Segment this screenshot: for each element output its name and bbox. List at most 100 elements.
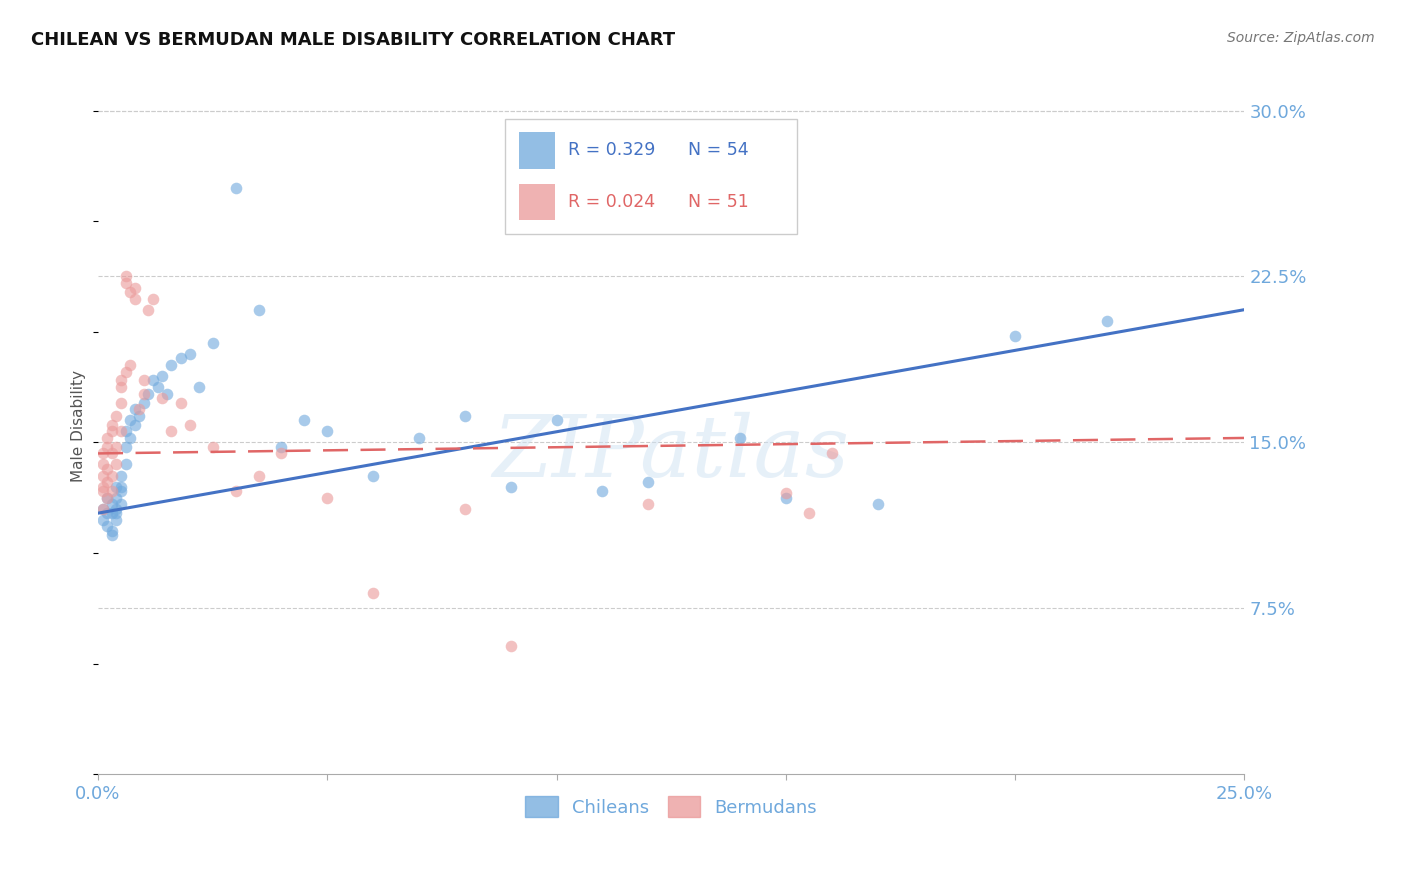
Point — [91, 468, 114, 483]
Point — [637, 475, 659, 490]
Point — [110, 380, 132, 394]
Point — [110, 497, 132, 511]
Point — [1095, 314, 1118, 328]
Point — [101, 468, 124, 483]
Point — [101, 483, 124, 498]
Point — [96, 440, 118, 454]
Point — [96, 491, 118, 505]
Text: N = 51: N = 51 — [689, 193, 749, 211]
Point — [546, 413, 568, 427]
Text: ZIPatlas: ZIPatlas — [492, 412, 849, 495]
Point — [101, 524, 124, 538]
Point — [114, 365, 136, 379]
Point — [120, 431, 142, 445]
Point — [105, 513, 128, 527]
Point — [775, 486, 797, 500]
Point — [499, 480, 522, 494]
Point — [91, 458, 114, 472]
Point — [160, 358, 183, 372]
Point — [150, 369, 173, 384]
Point — [637, 497, 659, 511]
Point — [128, 409, 150, 423]
Point — [201, 440, 224, 454]
Point — [91, 501, 114, 516]
Point — [114, 425, 136, 439]
Point — [105, 491, 128, 505]
Text: Source: ZipAtlas.com: Source: ZipAtlas.com — [1227, 31, 1375, 45]
Point — [454, 409, 477, 423]
Point — [105, 480, 128, 494]
Point — [146, 380, 169, 394]
Point — [156, 386, 179, 401]
Point — [316, 425, 339, 439]
Point — [110, 468, 132, 483]
Point — [120, 285, 142, 299]
Point — [866, 497, 889, 511]
Point — [132, 374, 155, 388]
Point — [101, 528, 124, 542]
Point — [91, 480, 114, 494]
Point — [169, 351, 191, 366]
Point — [105, 409, 128, 423]
Point — [187, 380, 209, 394]
Point — [728, 431, 751, 445]
Point — [124, 417, 146, 432]
Point — [225, 483, 247, 498]
Point — [101, 506, 124, 520]
Legend: Chileans, Bermudans: Chileans, Bermudans — [519, 789, 824, 824]
Text: CHILEAN VS BERMUDAN MALE DISABILITY CORRELATION CHART: CHILEAN VS BERMUDAN MALE DISABILITY CORR… — [31, 31, 675, 49]
Point — [124, 292, 146, 306]
Point — [160, 425, 183, 439]
Point — [114, 269, 136, 284]
Point — [316, 491, 339, 505]
Point — [91, 501, 114, 516]
Point — [105, 458, 128, 472]
Point — [120, 413, 142, 427]
Y-axis label: Male Disability: Male Disability — [72, 370, 86, 482]
Point — [105, 501, 128, 516]
Point — [120, 358, 142, 372]
FancyBboxPatch shape — [505, 120, 797, 235]
Point — [225, 181, 247, 195]
Point — [1004, 329, 1026, 343]
Point — [110, 425, 132, 439]
Point — [361, 586, 384, 600]
Text: R = 0.329: R = 0.329 — [568, 141, 655, 160]
Point — [361, 468, 384, 483]
Point — [96, 475, 118, 490]
Point — [150, 391, 173, 405]
Point — [591, 483, 613, 498]
Point — [408, 431, 430, 445]
Point — [114, 276, 136, 290]
Point — [91, 513, 114, 527]
Point — [96, 431, 118, 445]
Point — [114, 458, 136, 472]
Point — [821, 446, 844, 460]
Point — [270, 446, 292, 460]
Point — [101, 417, 124, 432]
Point — [132, 386, 155, 401]
Point — [128, 402, 150, 417]
Point — [201, 335, 224, 350]
Point — [101, 425, 124, 439]
Point — [114, 440, 136, 454]
Point — [96, 519, 118, 533]
Point — [101, 446, 124, 460]
Bar — [519, 132, 555, 169]
Text: N = 54: N = 54 — [689, 141, 749, 160]
Point — [169, 395, 191, 409]
Point — [138, 386, 160, 401]
Point — [96, 462, 118, 476]
Point — [105, 506, 128, 520]
Point — [110, 483, 132, 498]
Point — [132, 395, 155, 409]
Point — [454, 501, 477, 516]
Point — [91, 446, 114, 460]
Point — [179, 347, 201, 361]
Point — [292, 413, 315, 427]
Point — [499, 639, 522, 653]
Point — [247, 468, 270, 483]
Point — [110, 395, 132, 409]
Point — [179, 417, 201, 432]
Point — [96, 491, 118, 505]
